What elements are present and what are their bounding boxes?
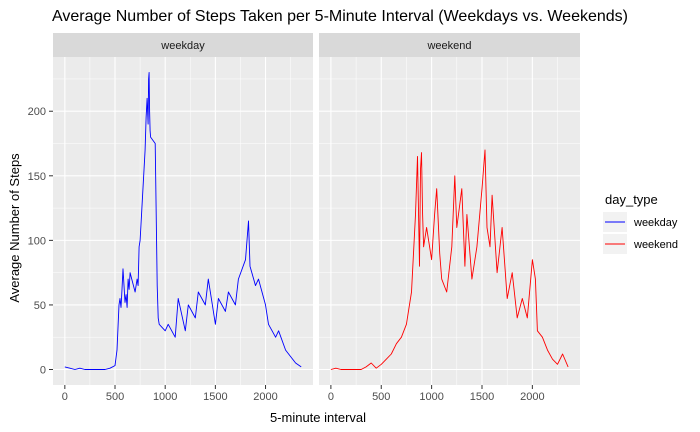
y-tick-label: 50	[34, 300, 46, 312]
y-tick-label: 0	[40, 365, 46, 377]
panel-weekend: weekend 0 500 1000 1500 2000	[319, 33, 580, 403]
x-tick-label: 1000	[153, 391, 177, 403]
panel-background-weekday	[53, 57, 313, 385]
x-axis-title: 5-minute interval	[270, 410, 366, 425]
x-tick-label: 500	[106, 391, 124, 403]
x-tick-label: 1000	[419, 391, 443, 403]
series-line-weekend	[330, 149, 569, 370]
x-tick-label: 2000	[520, 391, 544, 403]
y-tick-label: 200	[28, 106, 46, 118]
x-tick-label: 2000	[253, 391, 277, 403]
legend: day_type weekday weekend	[603, 192, 678, 254]
legend-title: day_type	[605, 192, 658, 207]
strip-weekend	[319, 33, 580, 57]
chart-title: Average Number of Steps Taken per 5-Minu…	[52, 8, 628, 25]
y-axis-title: Average Number of Steps	[7, 153, 22, 303]
x-tick-label: 0	[62, 391, 68, 403]
legend-label-weekday: weekday	[633, 217, 678, 229]
panels-layer: weekday 0 500 1000 1500 2000 0 50 100 150 200 weeke…	[28, 33, 580, 403]
series-line-weekday	[64, 72, 302, 370]
strip-label-weekend: weekend	[426, 40, 471, 52]
legend-label-weekend: weekend	[633, 239, 678, 251]
panel-weekday: weekday 0 500 1000 1500 2000 0 50 100 150 200	[28, 33, 313, 403]
x-tick-label: 500	[372, 391, 390, 403]
strip-label-weekday: weekday	[160, 40, 205, 52]
x-tick-label: 1500	[470, 391, 494, 403]
strip-weekday	[53, 33, 313, 57]
y-tick-label: 150	[28, 171, 46, 183]
x-tick-label: 0	[328, 391, 334, 403]
x-tick-label: 1500	[203, 391, 227, 403]
y-tick-label: 100	[28, 235, 46, 247]
